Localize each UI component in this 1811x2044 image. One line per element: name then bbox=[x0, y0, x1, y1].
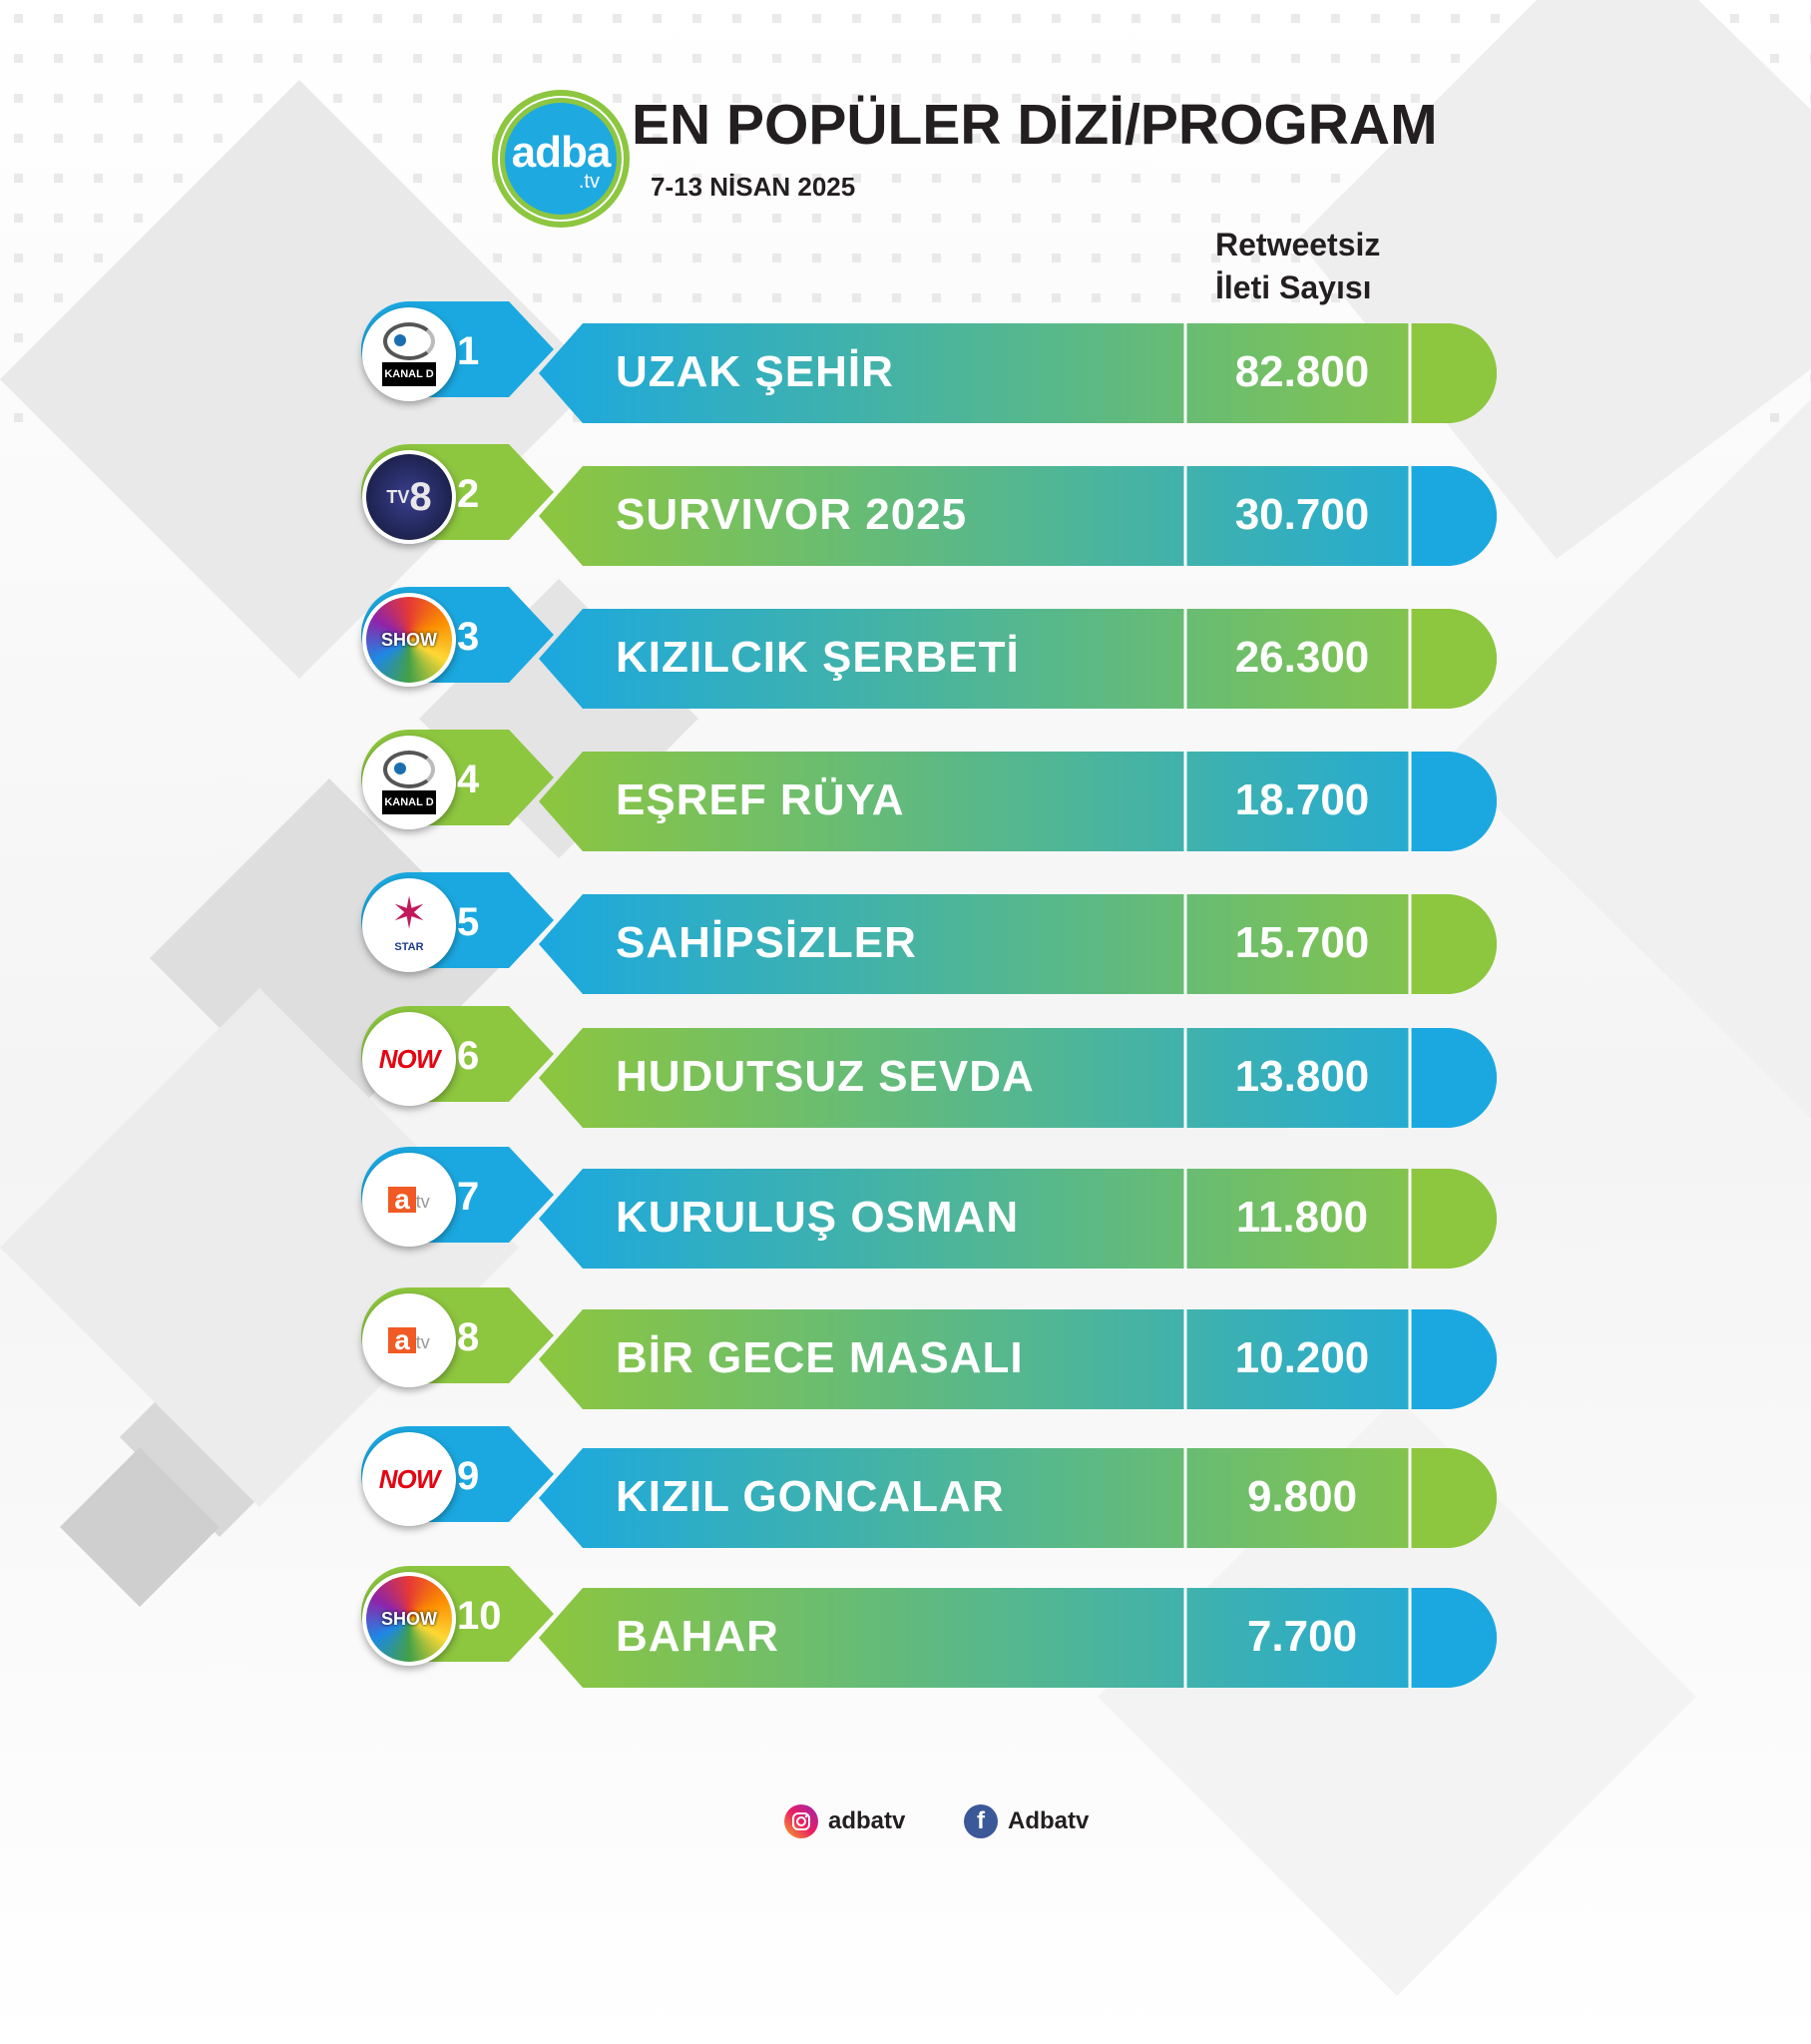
atv-logo: a tv bbox=[362, 1293, 456, 1387]
post-count: 26.300 bbox=[1234, 633, 1370, 682]
ranking-bar bbox=[539, 1309, 1497, 1409]
list-item: TV 8 2 SURVIVOR 2025 30.700 bbox=[0, 444, 1811, 566]
show-name: BAHAR bbox=[616, 1612, 779, 1661]
instagram-link[interactable]: adbatv bbox=[784, 1804, 905, 1838]
facebook-link[interactable]: f Adbatv bbox=[964, 1804, 1089, 1838]
ranking-bar bbox=[539, 752, 1497, 851]
show-name: KURULUŞ OSMAN bbox=[616, 1193, 1020, 1242]
post-count: 15.700 bbox=[1234, 918, 1370, 967]
now-logo: NOW bbox=[362, 1432, 456, 1526]
now-logo: NOW bbox=[362, 1012, 456, 1106]
list-item: NOW 6 HUDUTSUZ SEVDA 13.800 bbox=[0, 1006, 1811, 1128]
instagram-handle: adbatv bbox=[828, 1807, 906, 1834]
atv-logo: a tv bbox=[362, 1153, 456, 1247]
bar-end-cap bbox=[1410, 894, 1497, 994]
bar-end-cap bbox=[1410, 609, 1497, 709]
bar-end-cap bbox=[1410, 1448, 1497, 1548]
list-item: ✶ STAR 5 SAHİPSİZLER 15.700 bbox=[0, 872, 1811, 994]
list-item: SHOW 10 BAHAR 7.700 bbox=[0, 1566, 1811, 1688]
show-name: EŞREF RÜYA bbox=[616, 775, 905, 824]
bar-body bbox=[539, 752, 1497, 851]
rank-number: 10 bbox=[457, 1594, 502, 1638]
list-item: a tv 8 BİR GECE MASALI 10.200 bbox=[0, 1287, 1811, 1409]
ranking-bar bbox=[539, 1028, 1497, 1128]
show-name: HUDUTSUZ SEVDA bbox=[616, 1052, 1035, 1101]
logo-word: adba bbox=[511, 128, 612, 177]
rank-number: 9 bbox=[457, 1454, 480, 1498]
show-name: SAHİPSİZLER bbox=[616, 918, 917, 967]
show-name: BİR GECE MASALI bbox=[616, 1333, 1024, 1382]
logo-suffix: .tv bbox=[578, 171, 600, 193]
show-name: KIZILCIK ŞERBETİ bbox=[616, 633, 1020, 682]
rank-number: 4 bbox=[457, 758, 480, 801]
post-count: 9.800 bbox=[1246, 1472, 1358, 1521]
list-item: a tv 7 KURULUŞ OSMAN 11.800 bbox=[0, 1147, 1811, 1269]
bar-end-cap bbox=[1410, 1309, 1497, 1409]
star-tv-logo: ✶ STAR bbox=[362, 878, 456, 972]
instagram-icon bbox=[784, 1804, 818, 1838]
bar-end-cap bbox=[1410, 323, 1497, 423]
bar-end-cap bbox=[1410, 1169, 1497, 1269]
social-links: adbatv f Adbatv bbox=[0, 1804, 1811, 1844]
rank-number: 8 bbox=[457, 1315, 480, 1359]
bar-body bbox=[539, 1169, 1497, 1269]
show-name: UZAK ŞEHİR bbox=[616, 347, 894, 396]
adba-tv-logo: adba .tv bbox=[492, 90, 630, 228]
column-header-line1: Retweetsiz bbox=[1215, 227, 1381, 262]
ranking-bar bbox=[539, 1169, 1497, 1269]
post-count: 11.800 bbox=[1235, 1193, 1369, 1242]
facebook-icon: f bbox=[964, 1804, 998, 1838]
show-name: KIZIL GONCALAR bbox=[616, 1472, 1005, 1521]
rank-number: 5 bbox=[457, 900, 480, 944]
post-count: 18.700 bbox=[1234, 775, 1370, 824]
rank-number: 1 bbox=[457, 329, 480, 373]
show-name: SURVIVOR 2025 bbox=[616, 490, 968, 539]
column-header: Retweetsiz İleti Sayısı bbox=[1215, 224, 1380, 309]
bar-body bbox=[539, 894, 1497, 994]
bar-end-cap bbox=[1410, 1028, 1497, 1128]
ranking-bar bbox=[539, 609, 1497, 709]
list-item: NOW 9 KIZIL GONCALAR 9.800 bbox=[0, 1426, 1811, 1548]
rank-number: 2 bbox=[457, 472, 480, 516]
ranking-bar bbox=[539, 323, 1497, 423]
show-tv-logo: SHOW bbox=[362, 593, 456, 687]
bar-body bbox=[539, 1028, 1497, 1128]
list-item: KANAL D 4 EŞREF RÜYA 18.700 bbox=[0, 730, 1811, 851]
list-item: KANAL D 1 UZAK ŞEHİR 82.800 bbox=[0, 301, 1811, 423]
ranking-bar bbox=[539, 1588, 1497, 1688]
post-count: 10.200 bbox=[1234, 1333, 1370, 1382]
facebook-handle: Adbatv bbox=[1008, 1807, 1090, 1834]
page-title: EN POPÜLER DİZİ/PROGRAM bbox=[632, 93, 1438, 157]
bar-end-cap bbox=[1410, 466, 1497, 566]
rank-number: 7 bbox=[457, 1175, 480, 1219]
ranking-bar bbox=[539, 1448, 1497, 1548]
rank-number: 6 bbox=[457, 1034, 480, 1078]
column-header-line2: İleti Sayısı bbox=[1215, 269, 1372, 305]
bar-body bbox=[539, 323, 1497, 423]
list-item: SHOW 3 KIZILCIK ŞERBETİ 26.300 bbox=[0, 587, 1811, 709]
bar-body bbox=[539, 1309, 1497, 1409]
post-count: 30.700 bbox=[1234, 490, 1370, 539]
bar-body bbox=[539, 609, 1497, 709]
post-count: 13.800 bbox=[1234, 1052, 1370, 1101]
ranking-bar bbox=[539, 894, 1497, 994]
post-count: 7.700 bbox=[1246, 1612, 1358, 1661]
kanal-d-logo: KANAL D bbox=[362, 736, 456, 829]
date-range: 7-13 NİSAN 2025 bbox=[651, 172, 856, 202]
bar-end-cap bbox=[1410, 752, 1497, 851]
ranking-bar bbox=[539, 466, 1497, 566]
bar-body bbox=[539, 1448, 1497, 1548]
kanal-d-logo: KANAL D bbox=[362, 307, 456, 401]
post-count: 82.800 bbox=[1234, 347, 1370, 396]
rank-number: 3 bbox=[457, 615, 480, 659]
bar-end-cap bbox=[1410, 1588, 1497, 1688]
tv8-logo: TV 8 bbox=[362, 450, 456, 544]
show-tv-logo: SHOW bbox=[362, 1572, 456, 1666]
bar-body bbox=[539, 1588, 1497, 1688]
bar-body bbox=[539, 466, 1497, 566]
